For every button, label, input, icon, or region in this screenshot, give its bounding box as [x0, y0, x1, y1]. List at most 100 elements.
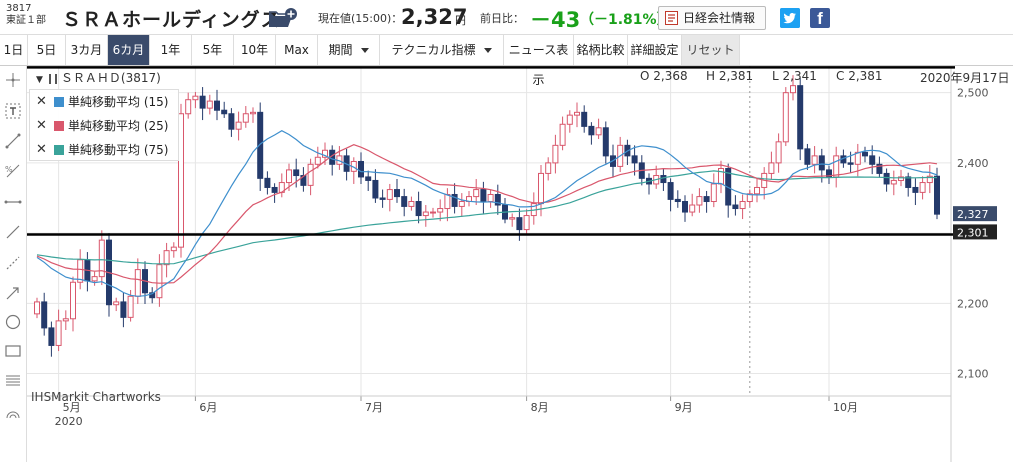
y-tick-label: 2,400 [957, 157, 989, 170]
candle-body [91, 276, 98, 282]
toolbar-item-10[interactable]: ニュース表示 [504, 35, 574, 87]
line-icon[interactable] [4, 132, 22, 150]
candle-body [912, 186, 919, 193]
candle-body [178, 113, 184, 248]
dotted-line-icon[interactable] [4, 254, 22, 272]
toolbar-item-label: 6カ月 [112, 43, 145, 57]
candle-body [307, 163, 314, 186]
candle-body [271, 186, 278, 193]
toolbar-item-9[interactable]: テクニカル指標 [380, 35, 504, 65]
candle-body [379, 197, 386, 200]
candle-body [494, 193, 501, 206]
high-value: H 2,381 [706, 69, 754, 83]
price-chart[interactable]: 2,5002,4002,3002,2002,1005月20206月7月8月9月1… [27, 66, 1013, 462]
toolbar-item-11[interactable]: 銘柄比較 [574, 35, 628, 65]
chart-symbol[interactable]: ▼ ＳＲＡＨＤ(3817) [36, 69, 161, 86]
candle-body [451, 193, 458, 207]
chevron-down-icon [360, 48, 369, 53]
candle-body [782, 92, 789, 143]
candle-body [264, 177, 271, 188]
candle-body [833, 155, 840, 178]
toolbar-item-7[interactable]: Max [276, 35, 318, 65]
nikkei-company-info-button[interactable]: 日経会社情報 [658, 6, 766, 30]
candle-body [790, 85, 796, 94]
candle-body [710, 183, 717, 203]
candle-body [358, 160, 364, 178]
candle-body [926, 175, 933, 184]
toolbar-item-2[interactable]: 3カ月 [66, 35, 108, 65]
arc-icon[interactable] [4, 402, 22, 420]
fibonacci-icon[interactable] [4, 372, 22, 390]
nikkei-button-label: 日経会社情報 [683, 11, 756, 25]
candle-body [905, 176, 912, 188]
chart-symbol-caret[interactable]: ▼ [36, 75, 43, 85]
company-name: ＳＲＡホールディングス [62, 9, 281, 31]
rectangle-icon[interactable] [4, 342, 22, 360]
chart-symbol-label: ＳＲＡＨＤ(3817) [60, 71, 161, 85]
candle-body [242, 113, 249, 123]
legend-item[interactable]: ✕ 単純移動平均 (75) [30, 138, 180, 162]
legend-item[interactable]: ✕ 単純移動平均 (25) [30, 114, 180, 138]
candle-body [890, 179, 897, 185]
toolbar-item-5[interactable]: 5年 [192, 35, 234, 65]
candle-body [574, 111, 580, 116]
y-tick-label: 2,100 [957, 368, 989, 381]
percent-line-icon[interactable]: % [4, 162, 22, 180]
price-label: 現在値(15:00)： [318, 12, 403, 25]
toolbar-item-1[interactable]: 5日 [28, 35, 66, 65]
candle-body [430, 211, 436, 214]
toolbar-item-0[interactable]: 1日 [0, 35, 28, 65]
legend-swatch [54, 97, 64, 107]
facebook-icon[interactable]: f [810, 8, 830, 28]
x-tick-label: 9月 [675, 401, 693, 414]
candle-body [826, 169, 832, 178]
chart-date: 2020年9月17日 [920, 71, 1010, 85]
trend-line-icon[interactable] [4, 223, 22, 241]
candle-body [602, 127, 609, 157]
legend-label: 単純移動平均 (75) [68, 143, 169, 157]
price-tag-label: 2,301 [957, 226, 989, 239]
candle-body [70, 281, 76, 320]
circle-icon[interactable] [4, 313, 22, 331]
candle-body [689, 204, 696, 213]
remove-indicator-icon[interactable]: ✕ [36, 142, 47, 157]
toolbar-item-13[interactable]: リセット [682, 35, 740, 65]
candle-body [149, 292, 156, 299]
candle-body [660, 175, 667, 184]
toolbar-item-8[interactable]: 期間 [318, 35, 380, 65]
candle-body [34, 301, 40, 315]
low-value: L 2,341 [772, 69, 817, 83]
horizontal-line-icon[interactable] [4, 193, 22, 211]
candle-body [415, 201, 422, 217]
svg-text:%: % [5, 165, 13, 174]
candle-body [322, 149, 328, 158]
toolbar-item-3[interactable]: 6カ月 [108, 35, 150, 65]
legend-item[interactable]: ✕ 単純移動平均 (15) [30, 90, 180, 114]
toolbar-item-4[interactable]: 1年 [150, 35, 192, 65]
candle-body [235, 121, 242, 130]
indicator-legend: ✕ 単純移動平均 (15) ✕ 単純移動平均 (25) ✕ 単純移動平均 (75) [29, 89, 179, 161]
candle-body [768, 162, 775, 174]
candle-body [98, 239, 105, 278]
price-tag [953, 206, 997, 222]
toolbar-item-6[interactable]: 10年 [234, 35, 276, 65]
price-tag [953, 224, 997, 240]
text-icon[interactable] [4, 102, 22, 120]
candle-body [185, 99, 192, 115]
chevron-down-icon [483, 48, 492, 53]
candle-body [523, 215, 530, 231]
crosshair-icon[interactable] [4, 71, 22, 89]
toolbar-item-12[interactable]: 詳細設定 [628, 35, 682, 65]
twitter-icon[interactable] [780, 8, 800, 28]
x-tick-label: 10月 [833, 401, 858, 414]
close-value: C 2,381 [836, 69, 883, 83]
folder-add-icon[interactable] [268, 8, 298, 28]
candle-body [394, 189, 400, 198]
candle-body [869, 155, 876, 165]
remove-indicator-icon[interactable]: ✕ [36, 118, 47, 133]
arrow-icon[interactable] [4, 284, 22, 302]
drawing-tools-bar: % [0, 66, 27, 462]
candle-body [386, 189, 393, 200]
candle-body [797, 85, 804, 150]
remove-indicator-icon[interactable]: ✕ [36, 94, 47, 109]
